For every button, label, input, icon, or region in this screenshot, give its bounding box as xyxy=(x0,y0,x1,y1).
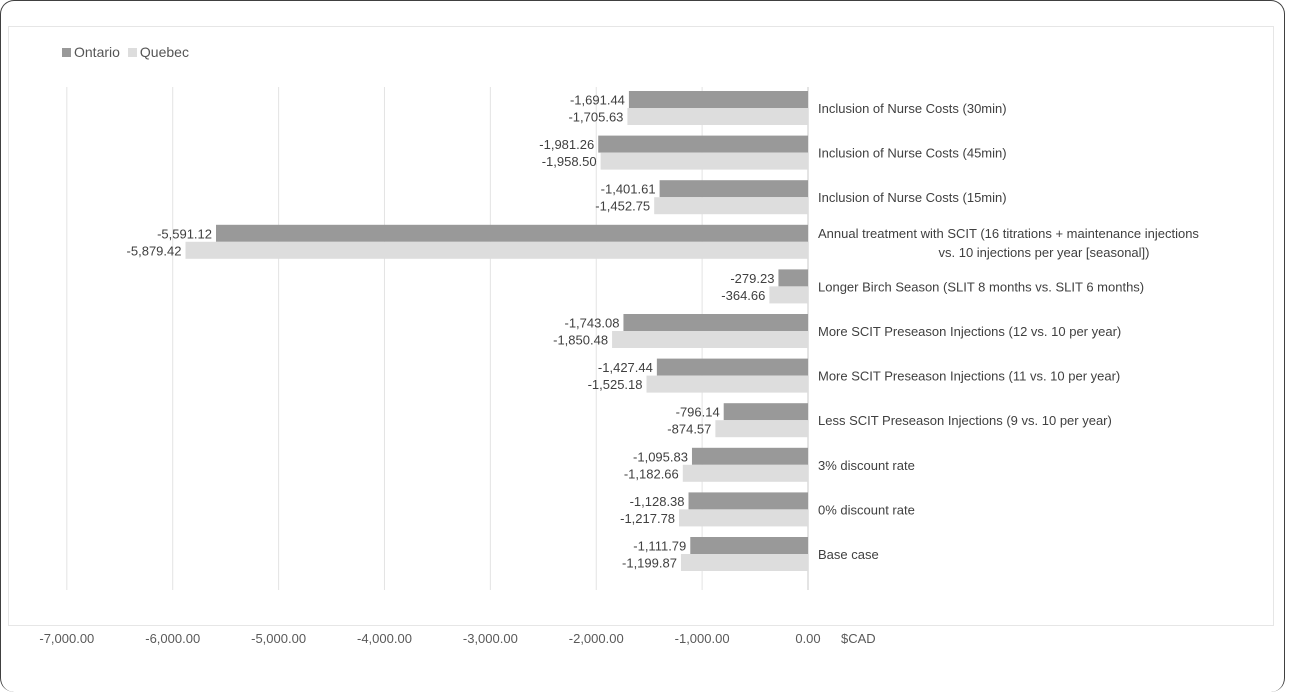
bar-quebec xyxy=(715,420,808,438)
bar-ontario xyxy=(216,224,808,242)
value-label-quebec: -1,525.18 xyxy=(588,377,643,392)
value-label-quebec: -5,879.42 xyxy=(127,243,182,258)
chart-area-border xyxy=(8,26,1274,626)
value-label-ontario: -1,691.44 xyxy=(570,93,625,108)
category-label: Inclusion of Nurse Costs (30min) xyxy=(818,101,1007,116)
value-label-quebec: -1,958.50 xyxy=(542,154,597,169)
category-label-line2: vs. 10 injections per year [seasonal]) xyxy=(939,245,1150,260)
bar-ontario xyxy=(778,269,808,287)
bar-ontario xyxy=(656,358,808,376)
value-label-ontario: -1,128.38 xyxy=(630,494,685,509)
bar-quebec xyxy=(185,241,809,259)
bar-quebec xyxy=(680,554,808,571)
bar-quebec xyxy=(769,286,808,304)
bar-quebec xyxy=(627,108,808,125)
value-label-ontario: -1,427.44 xyxy=(598,360,653,375)
value-label-ontario: -1,095.83 xyxy=(633,449,688,464)
value-label-quebec: -874.57 xyxy=(667,422,711,437)
category-label: Less SCIT Preseason Injections (9 vs. 10… xyxy=(818,413,1112,428)
x-tick-label: -4,000.00 xyxy=(357,631,412,646)
bar-quebec xyxy=(679,509,808,527)
bar-ontario xyxy=(691,447,808,465)
bar-ontario xyxy=(623,314,808,331)
x-tick-label: -6,000.00 xyxy=(145,631,200,646)
legend-label-quebec: Quebec xyxy=(139,44,189,60)
x-tick-label: 0.00 xyxy=(795,631,820,646)
category-label: 3% discount rate xyxy=(818,458,915,473)
category-label: More SCIT Preseason Injections (11 vs. 1… xyxy=(818,369,1120,384)
legend: Ontario Quebec xyxy=(62,44,197,60)
value-label-quebec: -1,705.63 xyxy=(568,110,623,125)
bar-ontario xyxy=(688,492,808,510)
legend-item-ontario: Ontario xyxy=(62,44,120,60)
x-tick-label: -2,000.00 xyxy=(569,631,624,646)
legend-swatch-ontario xyxy=(62,47,71,57)
value-label-ontario: -5,591.12 xyxy=(157,226,212,241)
value-label-ontario: -279.23 xyxy=(730,271,774,286)
bar-quebec xyxy=(654,197,808,215)
legend-label-ontario: Ontario xyxy=(74,44,120,60)
bar-ontario xyxy=(628,91,808,108)
gridlines xyxy=(66,87,809,590)
value-label-quebec: -1,182.66 xyxy=(624,466,679,481)
value-label-ontario: -1,743.08 xyxy=(565,316,620,331)
category-label: Annual treatment with SCIT (16 titration… xyxy=(818,226,1199,241)
category-label: Inclusion of Nurse Costs (45min) xyxy=(818,146,1007,161)
value-label-quebec: -364.66 xyxy=(721,288,765,303)
x-axis-unit-label: $CAD xyxy=(841,631,876,646)
legend-swatch-quebec xyxy=(127,47,137,57)
value-label-ontario: -1,111.79 xyxy=(633,539,686,554)
bars xyxy=(185,91,809,571)
bar-quebec xyxy=(682,464,808,482)
x-tick-label: -1,000.00 xyxy=(675,631,730,646)
category-label: 0% discount rate xyxy=(818,502,915,517)
bar-quebec xyxy=(612,331,808,348)
value-label-quebec: -1,217.78 xyxy=(620,511,675,526)
value-labels: -1,691.44 -1,705.63 -1,981.26 -1,958.50 -1,4… xyxy=(127,93,775,571)
bar-quebec xyxy=(600,152,808,170)
category-label: Base case xyxy=(818,547,879,562)
value-label-ontario: -796.14 xyxy=(676,405,720,420)
bar-ontario xyxy=(723,403,808,421)
category-label: Inclusion of Nurse Costs (15min) xyxy=(818,190,1007,205)
category-label: More SCIT Preseason Injections (12 vs. 1… xyxy=(818,324,1121,339)
value-label-quebec: -1,850.48 xyxy=(553,333,608,348)
value-label-quebec: -1,452.75 xyxy=(595,199,650,214)
x-axis-ticks: -7,000.00 -6,000.00 -5,000.00 -4,000.00 -3,0… xyxy=(39,631,875,646)
bar-ontario xyxy=(690,537,808,554)
value-label-ontario: -1,401.61 xyxy=(601,182,656,197)
x-tick-label: -7,000.00 xyxy=(39,631,94,646)
bar-ontario xyxy=(659,180,808,198)
bar-ontario xyxy=(598,135,808,153)
x-tick-label: -3,000.00 xyxy=(463,631,518,646)
legend-item-quebec: Quebec xyxy=(127,44,189,60)
bar-quebec xyxy=(646,375,808,393)
value-label-ontario: -1,981.26 xyxy=(539,137,594,152)
category-labels: Inclusion of Nurse Costs (30min) Inclusio… xyxy=(818,101,1199,562)
value-label-quebec: -1,199.87 xyxy=(622,556,677,571)
category-label: Longer Birch Season (SLIT 8 months vs. S… xyxy=(818,279,1144,294)
x-tick-label: -5,000.00 xyxy=(251,631,306,646)
